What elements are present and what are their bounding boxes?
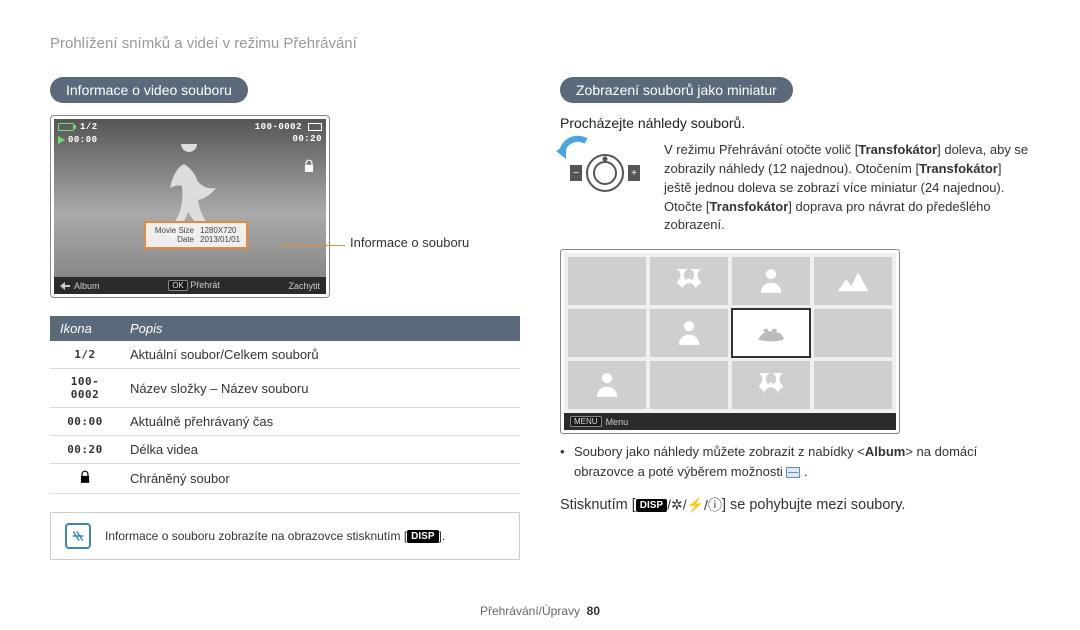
thumbnail-preview: MENU Menu — [560, 249, 900, 434]
zoom-dial-illustration: − + — [560, 141, 650, 195]
thumb-cell — [732, 361, 810, 409]
thumb-cell — [814, 309, 892, 357]
video-preview: 1/2 100-0002 00:00 00:20 — [50, 115, 330, 298]
preview-cur-time: 00:00 — [68, 135, 98, 145]
battery-icon — [58, 123, 74, 131]
thumb-cell — [650, 309, 728, 357]
preview-counter: 1/2 — [80, 122, 98, 132]
flash-icon: /⚡ — [683, 497, 704, 513]
preview-statusbar: Album OK Přehrát Zachytit — [54, 277, 326, 294]
note-box: Informace o souboru zobrazíte na obrazov… — [50, 512, 520, 560]
bullet-list: Soubory jako náhledy můžete zobrazit z n… — [560, 442, 1030, 481]
table-row: 00:00Aktuálně přehrávaný čas — [50, 408, 520, 436]
note-text: Informace o souboru zobrazíte na obrazov… — [105, 529, 445, 543]
thumb-cell — [732, 257, 810, 305]
note-icon — [65, 523, 91, 549]
file-info-tooltip: Movie Size1280X720 Date2013/01/01 — [144, 221, 248, 249]
play-icon — [58, 136, 65, 144]
page-header: Prohlížení snímků a videí v režimu Přehr… — [50, 35, 1030, 52]
th-desc: Popis — [120, 316, 520, 341]
table-row: 00:20Délka videa — [50, 436, 520, 464]
callout-label: Informace o souboru — [350, 235, 469, 250]
left-heading-pill: Informace o video souboru — [50, 77, 248, 103]
film-icon — [308, 123, 322, 131]
nav-instruction: Stisknutím [DISP/✲/⚡/ⓘ] se pohybujte mez… — [560, 495, 1030, 515]
thumb-cell-selected — [732, 309, 810, 357]
bullet-item: Soubory jako náhledy můžete zobrazit z n… — [560, 442, 1030, 481]
thumb-cell — [568, 361, 646, 409]
menu-chip: MENU — [570, 416, 602, 427]
ok-chip: OK — [168, 280, 188, 291]
thumbnails-inline-icon — [786, 467, 800, 478]
timer-icon: /ⓘ — [704, 497, 722, 513]
thumb-cell — [814, 361, 892, 409]
thumb-cell — [568, 309, 646, 357]
th-icon: Ikona — [50, 316, 120, 341]
intro-text: Procházejte náhledy souborů. — [560, 115, 1030, 131]
table-row: 100-0002Název složky – Název souboru — [50, 369, 520, 408]
preview-folder-file: 100-0002 — [255, 122, 302, 132]
thumb-cell — [814, 257, 892, 305]
macro-icon: /✲ — [667, 497, 683, 513]
page-footer: Přehrávání/Úpravy 80 — [0, 604, 1080, 618]
svg-text:−: − — [573, 168, 579, 179]
thumb-statusbar: MENU Menu — [564, 413, 896, 430]
back-icon — [60, 282, 70, 290]
thumb-cell — [650, 361, 728, 409]
preview-total-time: 00:20 — [292, 134, 322, 145]
lock-icon — [50, 464, 120, 494]
table-row: Chráněný soubor — [50, 464, 520, 494]
callout-line — [280, 245, 345, 246]
icon-table: Ikona Popis 1/2Aktuální soubor/Celkem so… — [50, 316, 520, 494]
disp-badge: DISP — [636, 499, 667, 512]
disp-badge: DISP — [407, 530, 438, 543]
table-row: 1/2Aktuální soubor/Celkem souborů — [50, 341, 520, 369]
right-column: Zobrazení souborů jako miniatur Procháze… — [560, 77, 1030, 560]
right-heading-pill: Zobrazení souborů jako miniatur — [560, 77, 793, 103]
thumb-cell — [650, 257, 728, 305]
svg-text:+: + — [631, 168, 637, 179]
zoom-instructions: V režimu Přehrávání otočte volič [Transf… — [664, 141, 1030, 235]
left-column: Informace o video souboru 1/2 100-0002 — [50, 77, 520, 560]
lock-icon — [302, 159, 316, 176]
thumb-cell — [568, 257, 646, 305]
